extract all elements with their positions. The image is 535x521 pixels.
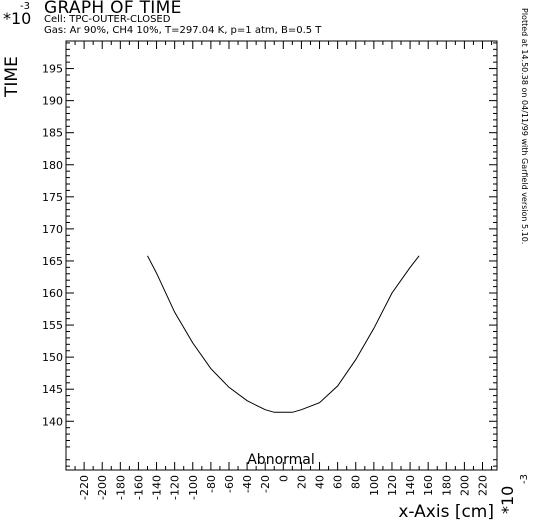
x-multiplier: *10 [498,486,517,514]
y-tick-label: 160 [42,287,63,300]
y-axis-label: TIME [2,56,22,98]
x-tick-label: -100 [187,475,200,500]
series-line-0 [147,255,420,413]
y-tick-label: 185 [42,127,63,140]
x-tick-label: 40 [314,475,327,489]
y-tick-label: 170 [42,223,63,236]
y-tick-label: 175 [42,191,63,204]
x-tick-label: -220 [78,475,91,500]
plotted-note: Plotted at 14.50.38 on 04/11/99 with Gar… [520,8,529,244]
plot-frame [65,40,498,471]
x-tick-label: 60 [332,475,345,489]
x-tick-label: -60 [223,475,236,493]
annotation-abnormal: Abnormal [247,452,315,468]
y-tick-label: 165 [42,255,63,268]
x-tick-label: -20 [259,475,272,493]
x-tick-label: 0 [277,475,290,482]
x-tick-label: -120 [169,475,182,500]
y-tick-label: 155 [42,319,63,332]
x-axis-label: x-Axis [cm] [398,502,494,521]
y-tick-label: 150 [42,351,63,364]
x-tick-label: 80 [350,475,363,489]
x-tick-label: -180 [114,475,127,500]
x-tick-label: 20 [295,475,308,489]
x-tick-label: 220 [477,475,490,496]
y-tick-label: 195 [42,63,63,76]
x-tick-label: 200 [458,475,471,496]
y-multiplier-exponent: -3 [20,1,30,12]
x-multiplier-exponent: -3 [519,474,530,484]
x-tick-label: 180 [440,475,453,496]
chart-title: GRAPH OF TIME [44,0,182,18]
y-tick-label: 180 [42,159,63,172]
y-tick-label: 140 [42,415,63,428]
x-tick-label: -200 [96,475,109,500]
y-tick-label: 145 [42,383,63,396]
x-tick-label: -40 [241,475,254,493]
y-multiplier: *10 [3,9,31,28]
x-tick-label: 100 [368,475,381,496]
x-tick-label: -140 [151,475,164,500]
x-tick-label: 120 [386,475,399,496]
y-tick-label: 190 [42,95,63,108]
x-tick-label: 140 [404,475,417,496]
x-tick-label: -160 [132,475,145,500]
cell-info: Cell: TPC-OUTER-CLOSED [44,14,171,25]
x-tick-label: 160 [422,475,435,496]
x-tick-label: -80 [205,475,218,493]
gas-info: Gas: Ar 90%, CH4 10%, T=297.04 K, p=1 at… [44,25,322,36]
